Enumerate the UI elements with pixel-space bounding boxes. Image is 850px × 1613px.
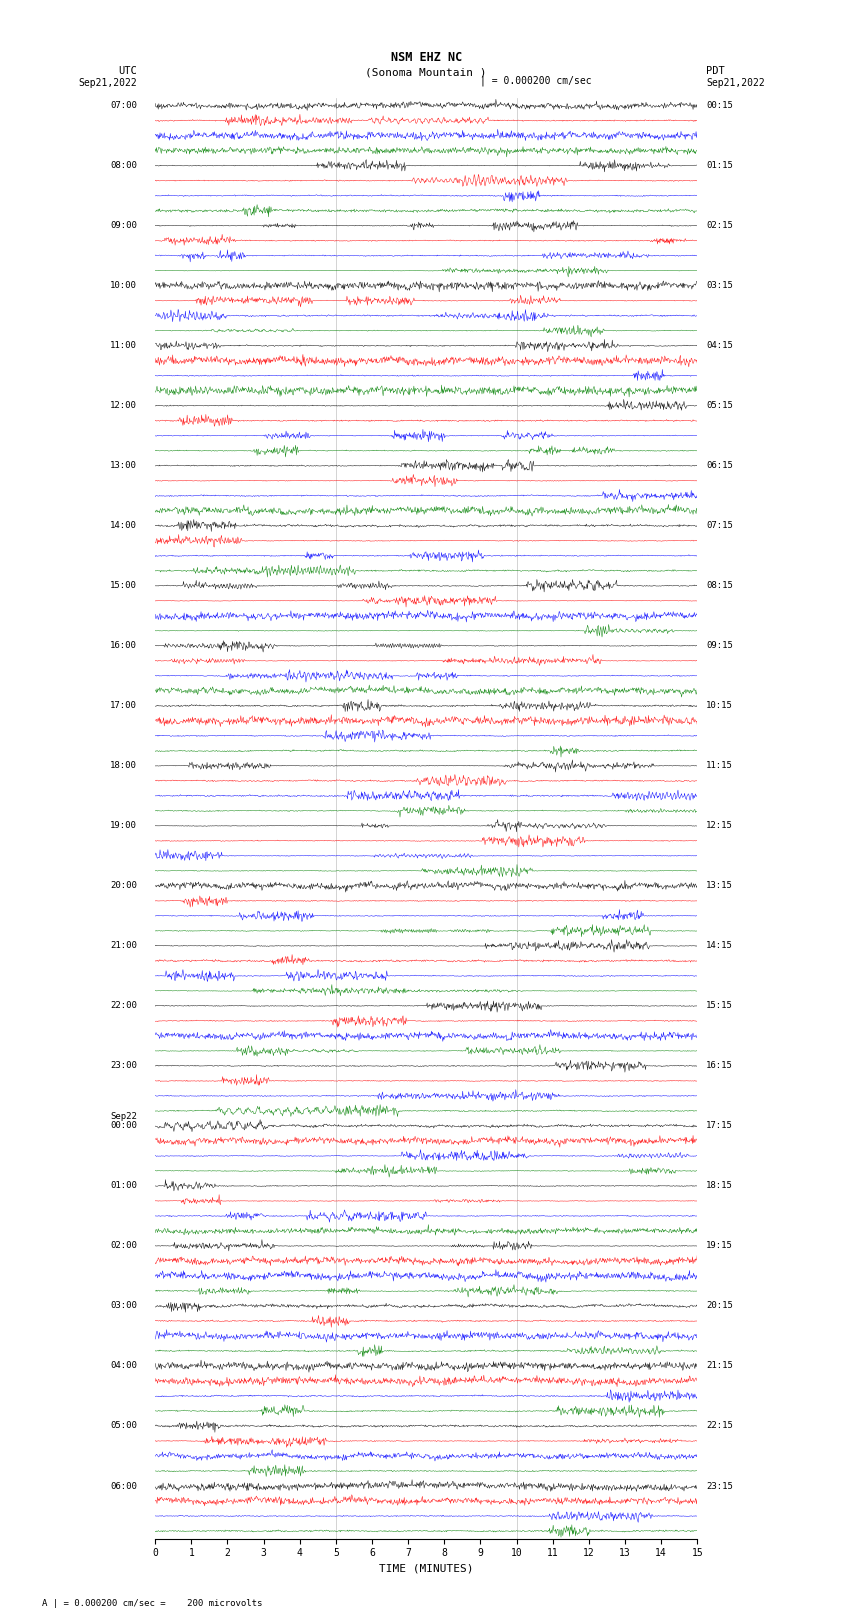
Text: 13:15: 13:15 bbox=[706, 881, 734, 890]
Text: (Sonoma Mountain ): (Sonoma Mountain ) bbox=[366, 68, 487, 77]
Text: 19:00: 19:00 bbox=[110, 821, 137, 831]
Text: 01:00: 01:00 bbox=[110, 1181, 137, 1190]
Text: 21:15: 21:15 bbox=[706, 1361, 734, 1371]
Text: 09:00: 09:00 bbox=[110, 221, 137, 231]
Text: 03:15: 03:15 bbox=[706, 281, 734, 290]
Text: 15:00: 15:00 bbox=[110, 581, 137, 590]
Text: 12:00: 12:00 bbox=[110, 402, 137, 410]
Text: 21:00: 21:00 bbox=[110, 942, 137, 950]
Text: 00:00: 00:00 bbox=[110, 1121, 137, 1131]
Text: 07:15: 07:15 bbox=[706, 521, 734, 531]
Text: 18:15: 18:15 bbox=[706, 1181, 734, 1190]
Text: PDT: PDT bbox=[706, 66, 725, 76]
Text: 01:15: 01:15 bbox=[706, 161, 734, 169]
Text: 14:15: 14:15 bbox=[706, 942, 734, 950]
Text: 08:00: 08:00 bbox=[110, 161, 137, 169]
Text: 04:00: 04:00 bbox=[110, 1361, 137, 1371]
Text: 05:00: 05:00 bbox=[110, 1421, 137, 1431]
Text: 13:00: 13:00 bbox=[110, 461, 137, 471]
Text: 18:00: 18:00 bbox=[110, 761, 137, 771]
Text: UTC: UTC bbox=[118, 66, 137, 76]
X-axis label: TIME (MINUTES): TIME (MINUTES) bbox=[379, 1565, 473, 1574]
Text: Sep22: Sep22 bbox=[110, 1113, 137, 1121]
Text: NSM EHZ NC: NSM EHZ NC bbox=[391, 50, 462, 63]
Text: 17:15: 17:15 bbox=[706, 1121, 734, 1131]
Text: 02:00: 02:00 bbox=[110, 1242, 137, 1250]
Text: 10:15: 10:15 bbox=[706, 702, 734, 710]
Text: 08:15: 08:15 bbox=[706, 581, 734, 590]
Text: 23:15: 23:15 bbox=[706, 1481, 734, 1490]
Text: 10:00: 10:00 bbox=[110, 281, 137, 290]
Text: 04:15: 04:15 bbox=[706, 342, 734, 350]
Text: A | = 0.000200 cm/sec =    200 microvolts: A | = 0.000200 cm/sec = 200 microvolts bbox=[42, 1598, 263, 1608]
Text: 11:15: 11:15 bbox=[706, 761, 734, 771]
Text: 15:15: 15:15 bbox=[706, 1002, 734, 1010]
Text: 16:15: 16:15 bbox=[706, 1061, 734, 1071]
Text: 07:00: 07:00 bbox=[110, 102, 137, 110]
Text: | = 0.000200 cm/sec: | = 0.000200 cm/sec bbox=[480, 76, 592, 85]
Text: 20:00: 20:00 bbox=[110, 881, 137, 890]
Text: 00:15: 00:15 bbox=[706, 102, 734, 110]
Text: 16:00: 16:00 bbox=[110, 642, 137, 650]
Text: 22:00: 22:00 bbox=[110, 1002, 137, 1010]
Text: 20:15: 20:15 bbox=[706, 1302, 734, 1310]
Text: Sep21,2022: Sep21,2022 bbox=[706, 77, 765, 87]
Text: 14:00: 14:00 bbox=[110, 521, 137, 531]
Text: 22:15: 22:15 bbox=[706, 1421, 734, 1431]
Text: 03:00: 03:00 bbox=[110, 1302, 137, 1310]
Text: 17:00: 17:00 bbox=[110, 702, 137, 710]
Text: 12:15: 12:15 bbox=[706, 821, 734, 831]
Text: 02:15: 02:15 bbox=[706, 221, 734, 231]
Text: Sep21,2022: Sep21,2022 bbox=[78, 77, 137, 87]
Text: 06:00: 06:00 bbox=[110, 1481, 137, 1490]
Text: 11:00: 11:00 bbox=[110, 342, 137, 350]
Text: 06:15: 06:15 bbox=[706, 461, 734, 471]
Text: 09:15: 09:15 bbox=[706, 642, 734, 650]
Text: 05:15: 05:15 bbox=[706, 402, 734, 410]
Text: 19:15: 19:15 bbox=[706, 1242, 734, 1250]
Text: 23:00: 23:00 bbox=[110, 1061, 137, 1071]
